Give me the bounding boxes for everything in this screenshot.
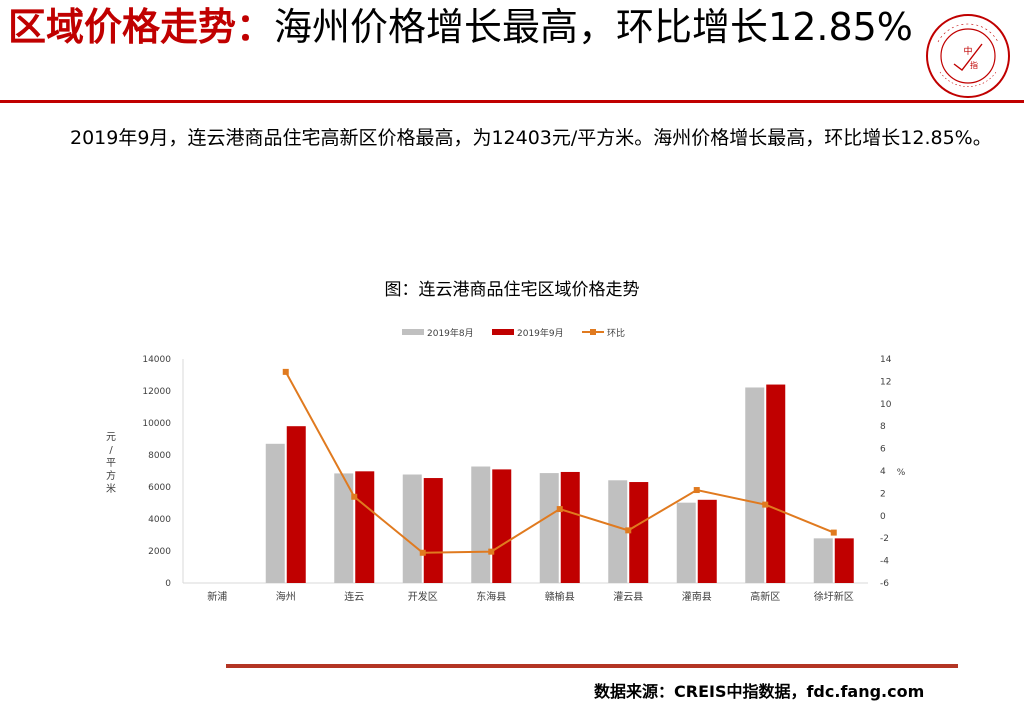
mom-point	[488, 548, 495, 555]
x-tick-label: 海州	[276, 590, 296, 603]
y-right-tick-label: 12	[880, 377, 891, 387]
y-right-tick-label: 0	[880, 512, 886, 522]
bar-aug	[813, 538, 833, 583]
y-right-tick-label: 14	[880, 355, 892, 365]
legend-swatch	[492, 329, 514, 335]
bar-sep	[697, 499, 717, 583]
x-tick-label: 高新区	[750, 590, 780, 603]
bar-sep	[355, 471, 375, 583]
legend-marker	[590, 329, 596, 335]
y-left-axis-label: 平	[106, 458, 116, 469]
x-tick-label: 赣榆县	[545, 590, 575, 603]
y-left-axis-label: 元	[106, 432, 116, 443]
x-tick-label: 东海县	[476, 590, 506, 603]
y-right-tick-label: -4	[880, 557, 889, 567]
y-left-tick-label: 6000	[148, 483, 171, 493]
x-tick-label: 新浦	[207, 590, 227, 603]
y-right-tick-label: 8	[880, 422, 886, 432]
y-right-tick-label: -2	[880, 534, 889, 544]
legend-swatch	[402, 329, 424, 335]
bar-sep	[423, 478, 443, 583]
bar-sep	[766, 384, 786, 583]
x-tick-label: 灌南县	[682, 590, 712, 603]
bar-sep	[492, 469, 512, 583]
bar-sep	[286, 426, 306, 583]
mom-point	[625, 527, 632, 534]
y-left-axis-label: /	[109, 445, 113, 456]
y-left-tick-label: 0	[165, 579, 171, 589]
x-tick-label: 开发区	[408, 590, 438, 603]
bar-aug	[745, 387, 765, 583]
mom-point	[419, 549, 426, 556]
page-title: 区域价格走势：海州价格增长最高，环比增长12.85%	[8, 4, 913, 50]
footer-divider	[226, 664, 958, 668]
logo-center-top: 中	[963, 45, 972, 57]
data-source: 数据来源：CREIS中指数据，fdc.fang.com	[594, 682, 925, 701]
x-tick-label: 灌云县	[613, 591, 643, 603]
bar-aug	[402, 474, 422, 583]
bar-sep	[560, 471, 580, 583]
bar-aug	[539, 473, 559, 583]
y-left-tick-label: 2000	[148, 547, 171, 557]
mom-point	[351, 493, 358, 500]
mom-point	[282, 368, 289, 375]
y-left-tick-label: 4000	[148, 515, 171, 525]
mom-point	[556, 506, 563, 513]
y-right-tick-label: 10	[880, 400, 892, 410]
y-left-tick-label: 14000	[142, 355, 171, 365]
x-tick-label: 徐圩新区	[814, 590, 854, 603]
y-right-tick-label: -6	[880, 579, 889, 589]
mom-point	[830, 529, 837, 536]
china-index-academy-logo: 中 指	[926, 14, 1010, 98]
logo-center-bottom: 指	[970, 60, 978, 70]
bar-aug	[265, 443, 285, 583]
bar-aug	[334, 473, 354, 583]
bar-aug	[471, 466, 491, 583]
bar-aug	[608, 480, 628, 583]
y-right-tick-label: 6	[880, 445, 886, 455]
bar-sep	[629, 482, 649, 583]
bar-aug	[676, 502, 696, 583]
legend-label: 环比	[607, 327, 625, 339]
y-right-tick-label: 2	[880, 489, 886, 499]
mom-point	[762, 501, 769, 508]
x-tick-label: 连云	[344, 590, 364, 603]
mom-point	[693, 487, 700, 494]
title-rest: 海州价格增长最高，环比增长12.85%	[274, 5, 913, 49]
chart-title: 图：连云港商品住宅区域价格走势	[384, 280, 640, 300]
bar-sep	[834, 538, 854, 583]
legend-label: 2019年9月	[517, 327, 564, 339]
summary-text: 2019年9月，连云港商品住宅高新区价格最高，为12403元/平方米。海州价格增…	[70, 127, 992, 149]
legend-label: 2019年8月	[427, 327, 474, 339]
header-divider	[0, 100, 1024, 103]
y-left-tick-label: 12000	[142, 387, 171, 397]
y-left-tick-label: 10000	[142, 419, 171, 429]
y-right-tick-label: 4	[880, 467, 886, 477]
y-left-tick-label: 8000	[148, 451, 171, 461]
y-left-axis-label: 米	[106, 482, 116, 495]
title-highlight: 区域价格走势：	[8, 5, 275, 49]
y-right-axis-label: %	[897, 468, 906, 478]
y-left-axis-label: 方	[106, 469, 116, 482]
